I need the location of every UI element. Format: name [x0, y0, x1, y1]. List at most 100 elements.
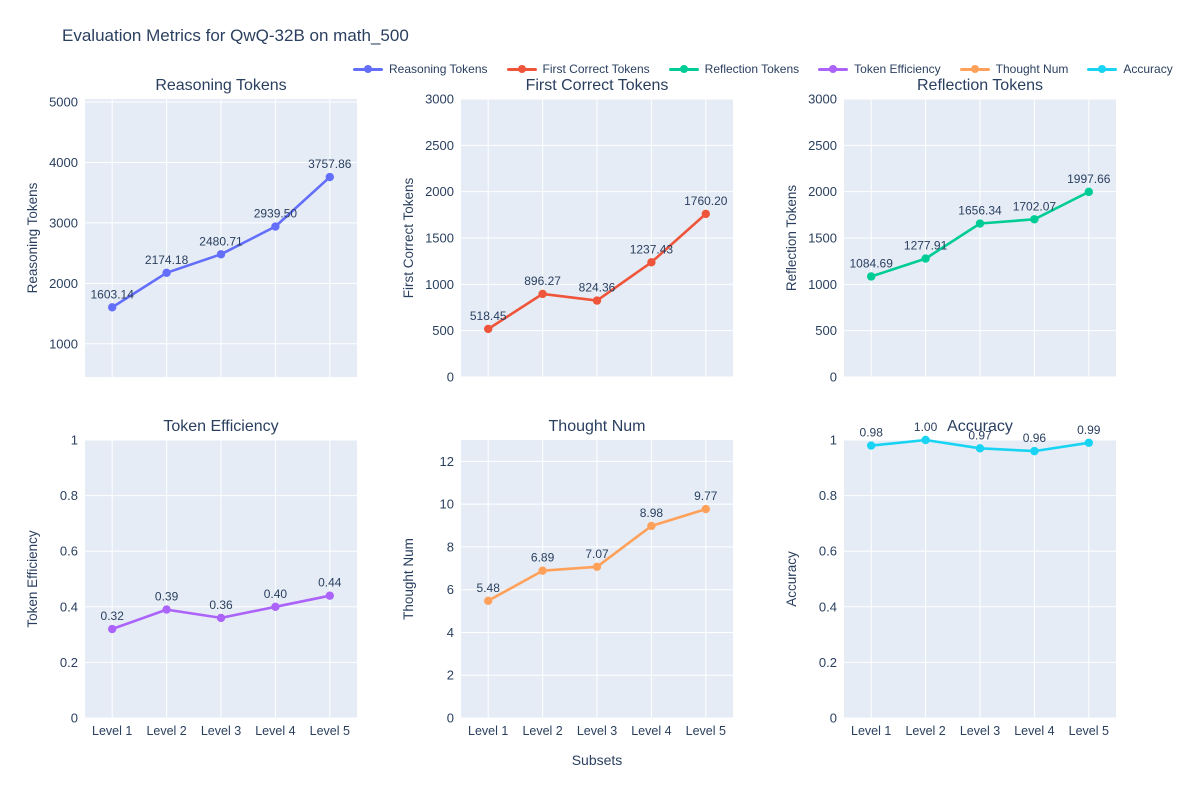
data-point[interactable]: [271, 222, 280, 231]
point-label: 1277.91: [904, 239, 948, 253]
data-point[interactable]: [1084, 187, 1093, 197]
data-point[interactable]: [701, 209, 710, 219]
x-tick-label: Level 1: [851, 724, 891, 738]
point-label: 6.89: [531, 551, 555, 565]
y-tick-label: 1500: [808, 231, 837, 246]
figure-title: Evaluation Metrics for QwQ-32B on math_5…: [62, 26, 409, 45]
subplot-title: Accuracy: [947, 418, 1013, 435]
y-tick-label: 2: [447, 668, 454, 683]
data-point[interactable]: [647, 521, 656, 531]
subplot-title: Thought Num: [549, 418, 646, 435]
y-tick-label: 5000: [49, 95, 78, 110]
data-point[interactable]: [1030, 446, 1039, 456]
point-label: 896.27: [524, 274, 561, 288]
subplot-title: Token Efficiency: [163, 418, 278, 435]
y-tick-label: 2500: [808, 138, 837, 153]
subplot-title: First Correct Tokens: [526, 77, 669, 94]
data-point[interactable]: [647, 258, 656, 267]
chart-cell-token-efficiency: 0 0.2 0.4 0.6 0.8 1 Level 1 Level 2 Level 3 Level…: [23, 410, 375, 766]
x-tick-label: Level 4: [1014, 724, 1054, 738]
x-tick-label: Level 4: [631, 724, 671, 738]
data-point[interactable]: [592, 562, 602, 572]
y-axis-title: Accuracy: [784, 551, 799, 607]
data-point[interactable]: [484, 324, 493, 334]
chart-reflection-tokens[interactable]: 0 500 1000 1500 2000 2500 3000 1084.69 1277.91 16…: [782, 69, 1126, 425]
data-point[interactable]: [1084, 438, 1093, 447]
x-tick-label: Level 3: [201, 724, 241, 738]
legend-line-marker-icon: [818, 64, 849, 74]
point-label: 0.40: [264, 587, 288, 601]
chart-cell-reasoning-tokens: 1000 2000 3000 4000 5000 1603.14 2174.18 2480.7…: [23, 69, 375, 425]
data-point[interactable]: [538, 566, 547, 575]
data-point[interactable]: [216, 250, 226, 259]
y-tick-label: 1000: [425, 277, 454, 292]
y-tick-label: 0.8: [60, 488, 78, 503]
y-tick-label: 0.8: [819, 488, 837, 503]
x-tick-label: Level 3: [577, 724, 617, 738]
data-point[interactable]: [701, 504, 710, 514]
point-label: 9.77: [694, 489, 718, 503]
legend-line-marker-icon: [1087, 64, 1118, 74]
y-tick-label: 1: [71, 433, 78, 448]
data-point[interactable]: [975, 219, 985, 228]
point-label: 1760.20: [684, 194, 728, 208]
data-point[interactable]: [921, 435, 930, 445]
y-tick-label: 6: [447, 582, 454, 597]
legend-item-token-efficiency[interactable]: Token Efficiency: [818, 62, 941, 76]
data-point[interactable]: [216, 613, 226, 623]
chart-thought-num[interactable]: 0 2 4 6 8 10 12 Level 1 Level 2 Level 3 Level 4 Lev…: [399, 410, 743, 766]
y-tick-label: 0.6: [60, 544, 78, 559]
y-tick-label: 8: [447, 539, 454, 554]
legend-item-accuracy[interactable]: Accuracy: [1087, 62, 1173, 76]
y-tick-label: 1500: [425, 231, 454, 246]
data-point[interactable]: [921, 254, 930, 263]
point-label: 1603.14: [91, 287, 135, 301]
data-point[interactable]: [325, 172, 334, 182]
x-tick-label: Level 1: [468, 724, 508, 738]
legend-label: Thought Num: [995, 62, 1069, 76]
data-point[interactable]: [538, 289, 547, 299]
point-label: 2480.71: [199, 234, 243, 248]
y-tick-label: 0.2: [60, 655, 78, 670]
data-point[interactable]: [162, 268, 171, 277]
data-point[interactable]: [108, 303, 117, 312]
point-label: 0.36: [209, 598, 233, 612]
data-point[interactable]: [592, 296, 602, 305]
y-tick-label: 3000: [808, 92, 837, 107]
chart-token-efficiency[interactable]: 0 0.2 0.4 0.6 0.8 1 Level 1 Level 2 Level 3 Level…: [23, 410, 367, 766]
x-tick-label: Level 3: [960, 724, 1000, 738]
legend: Reasoning Tokens First Correct Tokens Refl…: [353, 62, 1173, 76]
legend-line-marker-icon: [506, 64, 537, 74]
y-tick-label: 2000: [425, 184, 454, 199]
chart-accuracy[interactable]: 0 0.2 0.4 0.6 0.8 1 Level 1 Level 2 Level 3 Level…: [782, 410, 1126, 766]
legend-item-reasoning-tokens[interactable]: Reasoning Tokens: [353, 62, 488, 76]
chart-reasoning-tokens[interactable]: 1000 2000 3000 4000 5000 1603.14 2174.18 2480.7…: [23, 69, 367, 425]
data-point[interactable]: [162, 605, 171, 614]
chart-first-correct-tokens[interactable]: 0 500 1000 1500 2000 2500 3000 518.45 896.27 824.…: [399, 69, 743, 425]
point-label: 1.00: [914, 420, 938, 434]
legend-item-thought-num[interactable]: Thought Num: [959, 62, 1069, 76]
point-label: 1656.34: [958, 204, 1002, 218]
y-tick-label: 1000: [49, 336, 78, 351]
data-point[interactable]: [975, 444, 985, 453]
data-point[interactable]: [325, 591, 334, 600]
legend-label: First Correct Tokens: [542, 62, 650, 76]
chart-cell-first-correct-tokens: 0 500 1000 1500 2000 2500 3000 518.45 896.27 824.…: [399, 69, 751, 425]
y-tick-label: 3000: [425, 92, 454, 107]
point-label: 0.32: [101, 609, 125, 623]
legend-item-first-correct-tokens[interactable]: First Correct Tokens: [506, 62, 650, 76]
point-label: 7.07: [585, 547, 609, 561]
point-label: 0.98: [860, 426, 884, 440]
data-point[interactable]: [867, 441, 876, 450]
legend-item-reflection-tokens[interactable]: Reflection Tokens: [668, 62, 799, 76]
y-tick-label: 0.4: [819, 599, 837, 614]
x-tick-label: Level 1: [92, 724, 132, 738]
data-point[interactable]: [108, 624, 117, 634]
data-point[interactable]: [271, 602, 280, 611]
point-label: 5.48: [477, 581, 501, 595]
data-point[interactable]: [867, 272, 876, 281]
x-tick-label: Level 5: [310, 724, 350, 738]
data-point[interactable]: [1030, 215, 1039, 224]
data-point[interactable]: [484, 596, 493, 606]
point-label: 824.36: [579, 281, 616, 295]
